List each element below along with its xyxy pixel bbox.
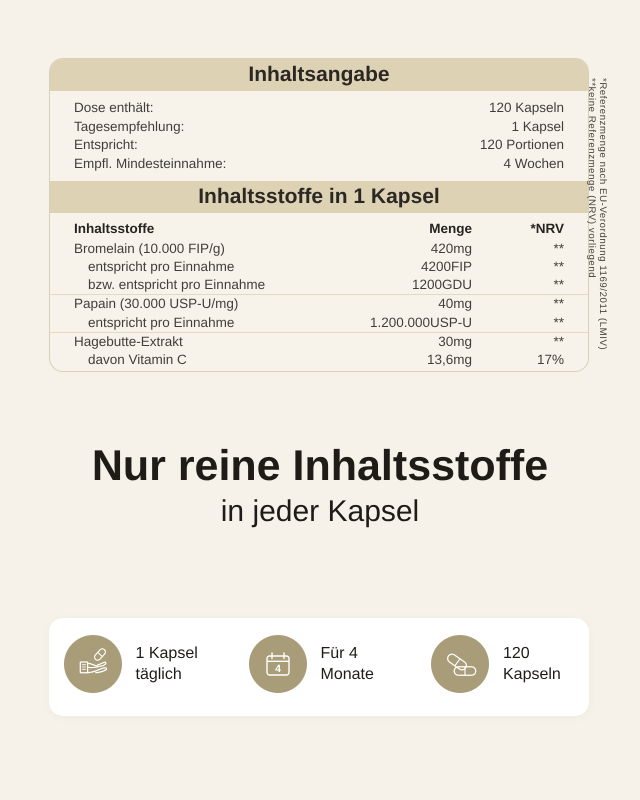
svg-text:4: 4 xyxy=(275,663,281,675)
